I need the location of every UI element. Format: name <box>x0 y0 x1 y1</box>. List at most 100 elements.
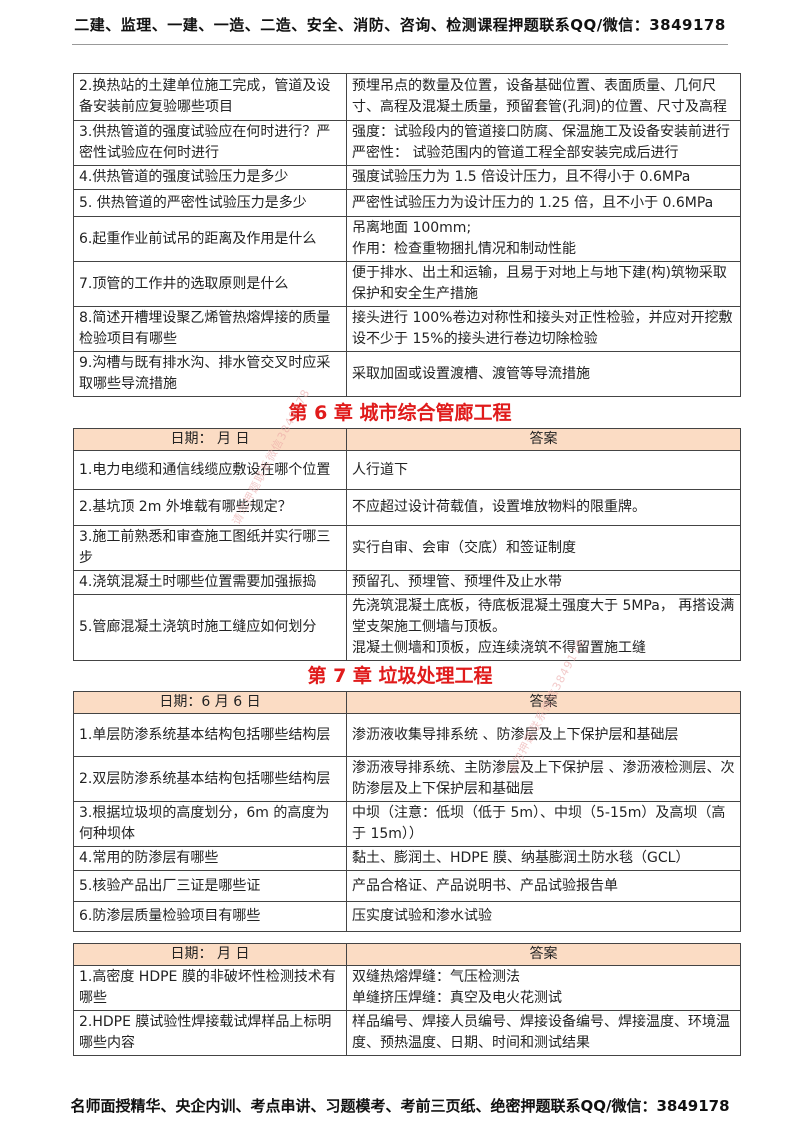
answer-cell: 双缝热熔焊缝：气压检测法单缝挤压焊缝：真空及电火花测试 <box>346 965 741 1011</box>
question-cell: 5. 供热管道的严密性试验压力是多少 <box>73 189 347 217</box>
page-footer: 名师面授精华、央企内训、考点串讲、习题模考、考前三页纸、绝密押题联系QQ/微信：… <box>70 1097 730 1115</box>
answer-cell: 预埋吊点的数量及位置，设备基础位置、表面质量、几何尺寸、高程及混凝土质量，预留套… <box>346 73 741 121</box>
question-cell: 6.起重作业前试吊的距离及作用是什么 <box>73 216 347 262</box>
answer-cell: 先浇筑混凝土底板，待底板混凝土强度大于 5MPa， 再搭设满堂支架施工侧墙与顶板… <box>346 594 741 661</box>
table-row: 6.起重作业前试吊的距离及作用是什么 吊离地面 100mm; 作用：检查重物捆扎情况… <box>73 216 741 262</box>
date-header: 日期：6 月 6 日 <box>73 691 347 714</box>
answer-cell: 渗沥液收集导排系统 、防渗层及上下保护层和基础层 <box>346 713 741 757</box>
answer-cell: 接头进行 100%卷边对称性和接头对正性检验，并应对开挖敷设不少于 15%的接头… <box>346 306 741 352</box>
answer-line: 便于排水、出土和运输，且易于对地上与地下建(构)筑物采取保护和安全生产措施 <box>352 265 727 302</box>
table-chapter7: 日期：6 月 6 日 答案 1.单层防渗系统基本结构包括哪些结构层 渗沥液收集导排… <box>73 691 741 932</box>
table-row: 5.管廊混凝土浇筑时施工缝应如何划分 先浇筑混凝土底板，待底板混凝土强度大于 5M… <box>73 594 741 661</box>
answer-line: 人行道下 <box>352 461 408 478</box>
table-row: 7.顶管的工作井的选取原则是什么 便于排水、出土和运输，且易于对地上与地下建(构)… <box>73 261 741 307</box>
answer-cell: 样品编号、焊接人员编号、焊接设备编号、焊接温度、环境温度、预热温度、日期、时间和… <box>346 1010 741 1056</box>
table-row: 9.沟槽与既有排水沟、排水管交叉时应采取哪些导流措施 采取加固或设置渡槽、渡管等导… <box>73 351 741 397</box>
table-row: 4.常用的防渗层有哪些 黏土、膨润土、HDPE 膜、纳基膨润土防水毯（GCL） <box>73 846 741 871</box>
question-cell: 6.防渗层质量检验项目有哪些 <box>73 901 347 932</box>
answer-line: 中坝（注意：低坝（低于 5m）、中坝（5-15m）及高坝（高于 15m）） <box>352 805 726 842</box>
chapter-7-title: 第 7 章 垃圾处理工程 <box>307 665 493 687</box>
question-cell: 4.浇筑混凝土时哪些位置需要加强振捣 <box>73 570 347 595</box>
answer-line: 严密性： 试验范围内的管道工程全部安装完成后进行 <box>352 145 679 161</box>
question-cell: 9.沟槽与既有排水沟、排水管交叉时应采取哪些导流措施 <box>73 351 347 397</box>
answer-cell: 预留孔、预埋管、预埋件及止水带 <box>346 570 741 595</box>
answer-line: 混凝土侧墙和顶板，应连续浇筑不得留置施工缝 <box>352 640 646 656</box>
answer-line: 采取加固或设置渡槽、渡管等导流措施 <box>352 365 590 382</box>
question-cell: 8.简述开槽埋设聚乙烯管热熔焊接的质量检验项目有哪些 <box>73 306 347 352</box>
answer-line: 严密性试验压力为设计压力的 1.25 倍，且不小于 0.6MPa <box>352 194 714 211</box>
answer-line: 渗沥液收集导排系统 、防渗层及上下保护层和基础层 <box>352 726 679 743</box>
table-row: 1.电力电缆和通信线缆应敷设在哪个位置 人行道下 <box>73 450 741 490</box>
answer-cell: 中坝（注意：低坝（低于 5m）、中坝（5-15m）及高坝（高于 15m）） <box>346 801 741 847</box>
table-row: 4.供热管道的强度试验压力是多少 强度试验压力为 1.5 倍设计压力，且不得小于 … <box>73 165 741 190</box>
question-cell: 5.管廊混凝土浇筑时施工缝应如何划分 <box>73 594 347 661</box>
answer-cell: 实行自审、会审（交底）和签证制度 <box>346 525 741 571</box>
question-cell: 3.根据垃圾坝的高度划分，6m 的高度为何种坝体 <box>73 801 347 847</box>
date-header: 日期： 月 日 <box>73 428 347 451</box>
answer-line: 样品编号、焊接人员编号、焊接设备编号、焊接温度、环境温度、预热温度、日期、时间和… <box>352 1014 730 1051</box>
table-chapter5-continued: 2.换热站的土建单位施工完成，管道及设备安装前应复验哪些项目 预埋吊点的数量及位置… <box>73 73 741 397</box>
answer-cell: 严密性试验压力为设计压力的 1.25 倍，且不小于 0.6MPa <box>346 189 741 217</box>
answer-cell: 黏土、膨润土、HDPE 膜、纳基膨润土防水毯（GCL） <box>346 846 741 871</box>
table-row: 6.防渗层质量检验项目有哪些 压实度试验和渗水试验 <box>73 901 741 932</box>
question-cell: 7.顶管的工作井的选取原则是什么 <box>73 261 347 307</box>
question-cell: 4.供热管道的强度试验压力是多少 <box>73 165 347 190</box>
page-header: 二建、监理、一建、一造、二造、安全、消防、咨询、检测课程押题联系QQ/微信：38… <box>74 16 726 34</box>
answer-cell: 不应超过设计荷载值，设置堆放物料的限重牌。 <box>346 489 741 526</box>
question-cell: 2.基坑顶 2m 外堆载有哪些规定？ <box>73 489 347 526</box>
question-cell: 5.核验产品出厂三证是哪些证 <box>73 870 347 902</box>
answer-line: 黏土、膨润土、HDPE 膜、纳基膨润土防水毯（GCL） <box>352 850 690 866</box>
table-row: 8.简述开槽埋设聚乙烯管热熔焊接的质量检验项目有哪些 接头进行 100%卷边对称性… <box>73 306 741 352</box>
answer-cell: 人行道下 <box>346 450 741 490</box>
question-cell: 1.电力电缆和通信线缆应敷设在哪个位置 <box>73 450 347 490</box>
table-row: 2.基坑顶 2m 外堆载有哪些规定？ 不应超过设计荷载值，设置堆放物料的限重牌。 <box>73 489 741 526</box>
table-row: 2.双层防渗系统基本结构包括哪些结构层 渗沥液导排系统、主防渗层及上下保护层 、渗… <box>73 756 741 802</box>
answer-cell: 强度：试验段内的管道接口防腐、保温施工及设备安装前进行 严密性： 试验范围内的管道… <box>346 120 741 166</box>
table-row: 1.高密度 HDPE 膜的非破坏性检测技术有哪些 双缝热熔焊缝：气压检测法单缝挤压… <box>73 965 741 1011</box>
question-cell: 3.施工前熟悉和审查施工图纸并实行哪三步 <box>73 525 347 571</box>
table-row: 4.浇筑混凝土时哪些位置需要加强振捣 预留孔、预埋管、预埋件及止水带 <box>73 570 741 595</box>
answer-line: 压实度试验和渗水试验 <box>352 908 492 924</box>
answer-cell: 产品合格证、产品说明书、产品试验报告单 <box>346 870 741 902</box>
answer-line: 单缝挤压焊缝：真空及电火花测试 <box>352 990 562 1006</box>
answer-line: 不应超过设计荷载值，设置堆放物料的限重牌。 <box>352 499 646 515</box>
question-cell: 2.HDPE 膜试验性焊接载试焊样品上标明哪些内容 <box>73 1010 347 1056</box>
table-chapter6: 日期： 月 日 答案 1.电力电缆和通信线缆应敷设在哪个位置 人行道下 2.基坑顶 … <box>73 428 741 661</box>
answer-cell: 渗沥液导排系统、主防渗层及上下保护层 、渗沥液检测层、次防渗层及上下保护层和基础… <box>346 756 741 802</box>
answer-cell: 压实度试验和渗水试验 <box>346 901 741 932</box>
answer-header: 答案 <box>346 428 741 451</box>
answer-line: 实行自审、会审（交底）和签证制度 <box>352 539 576 556</box>
chapter-6-title: 第 6 章 城市综合管廊工程 <box>288 402 512 424</box>
answer-line: 作用：检查重物捆扎情况和制动性能 <box>352 241 576 257</box>
answer-cell: 强度试验压力为 1.5 倍设计压力，且不得小于 0.6MPa <box>346 165 741 190</box>
answer-line: 强度：试验段内的管道接口防腐、保温施工及设备安装前进行 <box>352 124 730 140</box>
answer-line: 预留孔、预埋管、预埋件及止水带 <box>352 574 562 590</box>
header-divider <box>72 44 728 45</box>
answer-line: 产品合格证、产品说明书、产品试验报告单 <box>352 877 618 894</box>
question-cell: 2.双层防渗系统基本结构包括哪些结构层 <box>73 756 347 802</box>
question-cell: 1.高密度 HDPE 膜的非破坏性检测技术有哪些 <box>73 965 347 1011</box>
date-header: 日期： 月 日 <box>73 943 347 966</box>
table-row: 2.换热站的土建单位施工完成，管道及设备安装前应复验哪些项目 预埋吊点的数量及位置… <box>73 73 741 121</box>
table-row: 3.根据垃圾坝的高度划分，6m 的高度为何种坝体 中坝（注意：低坝（低于 5m）、… <box>73 801 741 847</box>
answer-cell: 便于排水、出土和运输，且易于对地上与地下建(构)筑物采取保护和安全生产措施 <box>346 261 741 307</box>
answer-line: 双缝热熔焊缝：气压检测法 <box>352 969 520 985</box>
answer-cell: 吊离地面 100mm; 作用：检查重物捆扎情况和制动性能 <box>346 216 741 262</box>
answer-header: 答案 <box>346 943 741 966</box>
table-row: 1.单层防渗系统基本结构包括哪些结构层 渗沥液收集导排系统 、防渗层及上下保护层和… <box>73 713 741 757</box>
table-row: 5.核验产品出厂三证是哪些证 产品合格证、产品说明书、产品试验报告单 <box>73 870 741 902</box>
question-cell: 4.常用的防渗层有哪些 <box>73 846 347 871</box>
answer-line: 渗沥液导排系统、主防渗层及上下保护层 、渗沥液检测层、次防渗层及上下保护层和基础… <box>352 760 735 797</box>
answer-line: 接头进行 100%卷边对称性和接头对正性检验，并应对开挖敷设不少于 15%的接头… <box>352 310 733 347</box>
table-landfill-hdpe: 日期： 月 日 答案 1.高密度 HDPE 膜的非破坏性检测技术有哪些 双缝热熔焊… <box>73 943 741 1056</box>
answer-cell: 采取加固或设置渡槽、渡管等导流措施 <box>346 351 741 397</box>
answer-line: 吊离地面 100mm; <box>352 220 472 236</box>
question-cell: 3.供热管道的强度试验应在何时进行？严密性试验应在何时进行 <box>73 120 347 166</box>
table-row: 3.供热管道的强度试验应在何时进行？严密性试验应在何时进行 强度：试验段内的管道接… <box>73 120 741 166</box>
answer-line: 强度试验压力为 1.5 倍设计压力，且不得小于 0.6MPa <box>352 169 691 185</box>
table-row: 3.施工前熟悉和审查施工图纸并实行哪三步 实行自审、会审（交底）和签证制度 <box>73 525 741 571</box>
answer-line: 预埋吊点的数量及位置，设备基础位置、表面质量、几何尺寸、高程及混凝土质量，预留套… <box>352 78 727 115</box>
question-cell: 2.换热站的土建单位施工完成，管道及设备安装前应复验哪些项目 <box>73 73 347 121</box>
table-row: 5. 供热管道的严密性试验压力是多少 严密性试验压力为设计压力的 1.25 倍，且… <box>73 189 741 217</box>
question-cell: 1.单层防渗系统基本结构包括哪些结构层 <box>73 713 347 757</box>
